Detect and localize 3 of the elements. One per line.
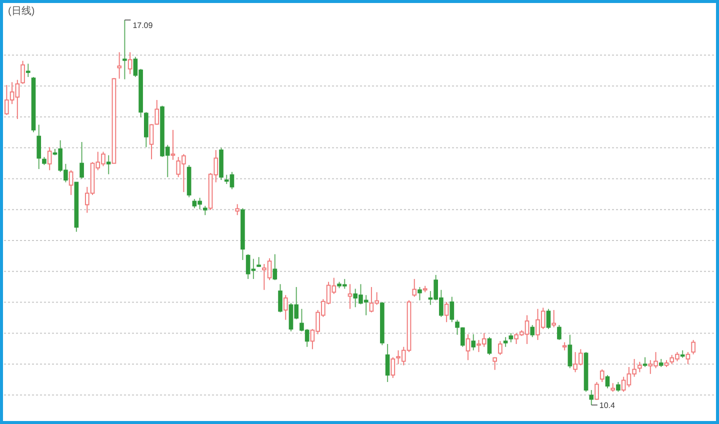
- chart-title: (日线): [8, 5, 35, 17]
- annotation: 10.4: [599, 401, 616, 410]
- annotation: 17.09: [132, 21, 154, 30]
